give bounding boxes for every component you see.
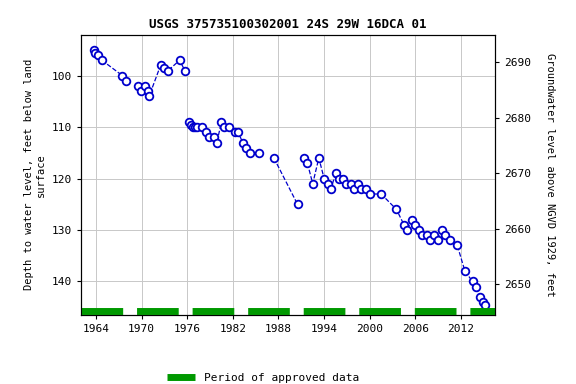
Legend: Period of approved data: Period of approved data [162, 369, 363, 384]
Title: USGS 375735100302001 24S 29W 16DCA 01: USGS 375735100302001 24S 29W 16DCA 01 [149, 18, 427, 31]
Y-axis label: Groundwater level above NGVD 1929, feet: Groundwater level above NGVD 1929, feet [545, 53, 555, 296]
Y-axis label: Depth to water level, feet below land
surface: Depth to water level, feet below land su… [24, 59, 46, 290]
